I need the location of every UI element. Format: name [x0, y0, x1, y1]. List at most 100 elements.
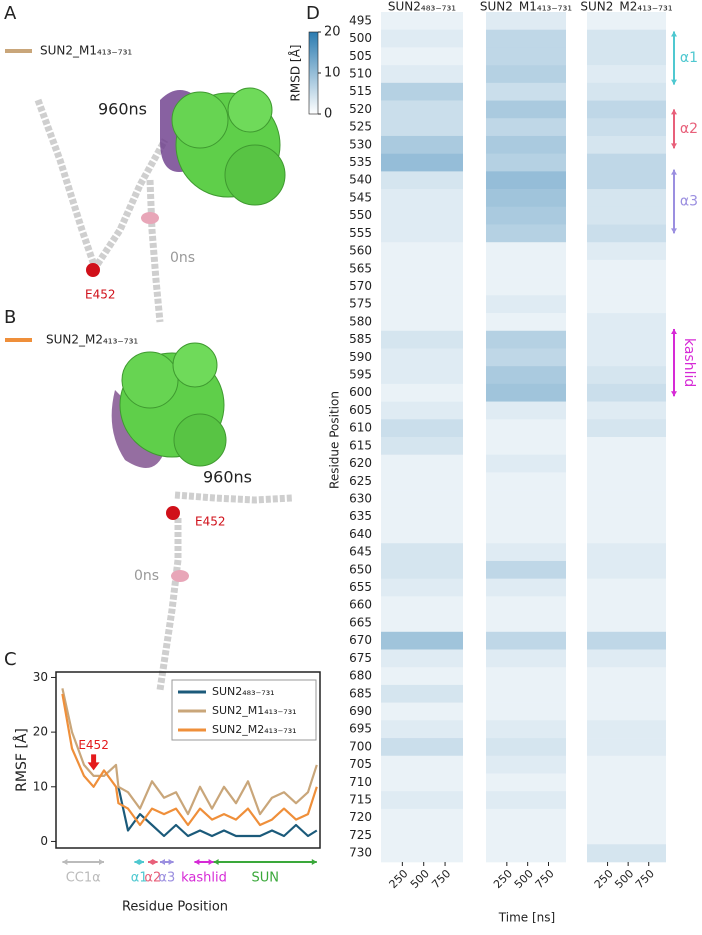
domain-range-head — [194, 859, 200, 865]
heatmap-cell — [486, 560, 566, 579]
x-tick-label: 750 — [633, 867, 657, 891]
legend-label: SUN2_M1₄₁₃₋₇₃₁ — [40, 44, 132, 58]
heatmap-cell — [587, 454, 666, 473]
panel-title: SUN2_M2₄₁₃₋₇₃₁ — [580, 0, 672, 14]
heatmap-cell — [381, 419, 463, 438]
heatmap-cell — [587, 649, 666, 668]
heatmap-cell — [381, 596, 463, 615]
y-tick-label: 520 — [349, 102, 372, 116]
heatmap-cell — [381, 383, 463, 402]
y-tick-label: 545 — [349, 190, 372, 204]
region-range-head — [671, 109, 677, 115]
colorbar-tick-label: 10 — [324, 66, 341, 81]
heatmap-cell — [587, 401, 666, 420]
heatmap-cell — [486, 171, 566, 190]
series-line — [61, 693, 318, 827]
heatmap-cell — [486, 525, 566, 544]
heatmap-cell — [486, 490, 566, 509]
y-tick-label: 540 — [349, 173, 372, 187]
colorbar-tick-label: 0 — [324, 107, 332, 122]
heatmap-cell — [381, 738, 463, 757]
y-tick-label: 670 — [349, 633, 372, 647]
heatmap-cell — [486, 614, 566, 633]
heatmap-cell — [381, 153, 463, 172]
heatmap-cell — [486, 667, 566, 686]
annotation: 960ns — [98, 100, 147, 119]
x-tick-label: 250 — [592, 867, 616, 891]
heatmap-cell — [381, 667, 463, 686]
x-tick-label: 750 — [429, 867, 453, 891]
domain-range-head — [152, 859, 158, 865]
heatmap-cell — [486, 773, 566, 792]
heatmap-cell — [587, 189, 666, 208]
x-tick-label: 500 — [408, 867, 432, 891]
heatmap-cell — [486, 844, 566, 863]
y-tick-label: 615 — [349, 438, 372, 452]
heatmap-cell — [381, 135, 463, 154]
heatmap-cell — [587, 490, 666, 509]
y-tick-label: 620 — [349, 456, 372, 470]
annotation-arrow — [87, 754, 100, 771]
y-tick-label: 560 — [349, 244, 372, 258]
region-range-head — [671, 391, 677, 397]
y-tick-label: 580 — [349, 314, 372, 328]
region-range-head — [671, 143, 677, 149]
domain-range-head — [139, 859, 144, 865]
heatmap-cell — [587, 277, 666, 296]
heatmap-cell — [587, 808, 666, 827]
region-label: kashlid — [681, 338, 697, 387]
panel-title: SUN2₄₈₃₋₇₃₁ — [388, 0, 456, 14]
heatmap-cell — [587, 791, 666, 810]
annotation: 0ns — [134, 568, 159, 584]
y-tick-label: 695 — [349, 722, 372, 736]
y-tick-label: 650 — [349, 562, 372, 576]
heatmap-cell — [486, 631, 566, 650]
y-tick-label: 685 — [349, 686, 372, 700]
heatmap-cell — [486, 224, 566, 243]
molecule-rendering — [111, 342, 293, 691]
colorbar — [308, 31, 319, 115]
y-tick-label: 725 — [349, 828, 372, 842]
x-tick-label: 750 — [533, 867, 557, 891]
heatmap-cell — [381, 454, 463, 473]
y-tick-label: 565 — [349, 261, 372, 275]
heatmap-cell — [587, 242, 666, 261]
heatmap-cell — [587, 118, 666, 137]
heatmap-cell — [486, 472, 566, 491]
heatmap-cell — [381, 224, 463, 243]
heatmap-cell — [486, 755, 566, 774]
heatmap-cell — [381, 560, 463, 579]
x-axis-label: Time [ns] — [498, 911, 555, 925]
domain-label: α1 — [131, 871, 148, 886]
heatmap-cell — [486, 791, 566, 810]
heatmap-cell — [587, 720, 666, 739]
heatmap-cell — [486, 578, 566, 597]
heatmap-cell — [486, 507, 566, 526]
panel-label: A — [4, 3, 17, 24]
domain-range-head — [160, 859, 165, 865]
y-axis-label: RMSF [Å] — [13, 728, 30, 792]
heatmap-cell — [381, 65, 463, 84]
panel-label: B — [4, 307, 16, 328]
domain-range-head — [213, 859, 219, 865]
region-range-head — [671, 79, 677, 85]
heatmap-cell — [381, 649, 463, 668]
heatmap-cell — [381, 702, 463, 721]
heatmap-cell — [587, 313, 666, 332]
heatmap-cell — [486, 100, 566, 119]
heatmap-cell — [381, 82, 463, 101]
plot-frame — [55, 671, 321, 849]
domain-label: SUN — [251, 871, 279, 886]
heatmap-cell — [587, 543, 666, 562]
heatmap-cell — [381, 844, 463, 863]
region-label: α3 — [680, 193, 698, 209]
heatmap-cell — [486, 189, 566, 208]
heatmap-cell — [381, 578, 463, 597]
molecule-rendering — [34, 87, 286, 323]
heatmap-cell — [381, 543, 463, 562]
heatmap-cell — [486, 826, 566, 845]
domain-label: α3 — [158, 871, 175, 886]
x-tick-label: 500 — [512, 867, 536, 891]
domain-range-head — [99, 859, 104, 865]
y-tick-label: 715 — [349, 793, 372, 807]
